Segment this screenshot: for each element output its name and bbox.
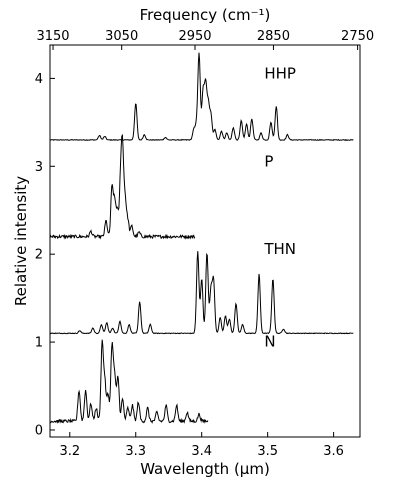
x-axis-title: Wavelength (μm) [140, 460, 270, 478]
top-axis-title: Frequency (cm⁻¹) [140, 6, 271, 24]
y-tick-label: 1 [35, 336, 43, 351]
y-tick-label: 4 [35, 72, 43, 87]
series-line-n [49, 339, 209, 424]
x-tick-label: 3.5 [257, 444, 278, 459]
series-label-p: P [264, 152, 273, 170]
top-tick-label: 3050 [105, 29, 138, 44]
y-tick-label: 0 [35, 423, 43, 438]
series-label-n: N [264, 332, 275, 350]
x-tick-label: 3.2 [59, 444, 80, 459]
top-axis-ticks: 3150 3050 2950 2850 2750 [36, 29, 374, 50]
y-axis-title: Relative intensity [12, 176, 30, 306]
series-label-thn: THN [263, 240, 296, 258]
series-label-hhp: HHP [264, 64, 296, 82]
x-tick-label: 3.3 [125, 444, 146, 459]
top-tick-label: 2850 [257, 29, 290, 44]
left-axis-ticks: 0 1 2 3 4 [35, 72, 55, 438]
plot-frame [49, 44, 361, 438]
y-tick-label: 2 [35, 248, 43, 263]
series-line-thn [49, 251, 354, 335]
x-tick-label: 3.4 [191, 444, 212, 459]
series-line-p [49, 133, 196, 240]
x-tick-label: 3.6 [323, 444, 344, 459]
series-group: HHP P THN N [49, 52, 354, 424]
top-tick-label: 2750 [341, 29, 374, 44]
top-tick-label: 3150 [36, 29, 69, 44]
y-tick-label: 3 [35, 160, 43, 175]
series-line-hhp [49, 52, 354, 141]
bottom-axis-ticks: 3.2 3.3 3.4 3.5 3.6 [59, 432, 344, 459]
top-tick-label: 2950 [178, 29, 211, 44]
